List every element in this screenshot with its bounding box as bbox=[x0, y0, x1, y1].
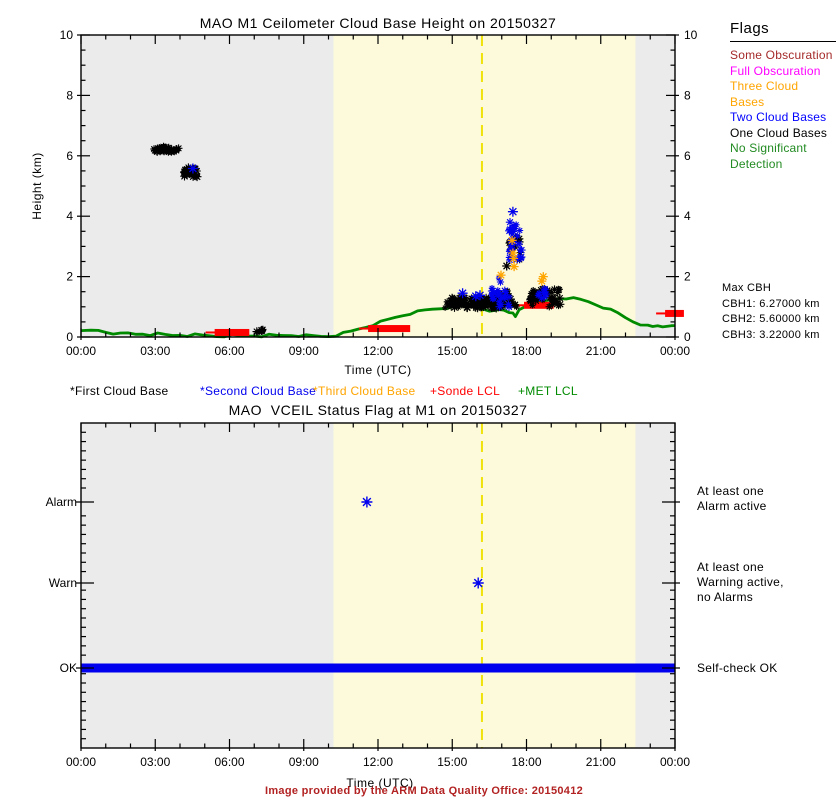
flag-legend-item: Some Obscuration bbox=[730, 48, 833, 62]
status-chart-x-axis-label: Time (UTC) bbox=[346, 776, 414, 790]
status-row-label-warn: Warn bbox=[48, 576, 77, 590]
svg-text:21:00: 21:00 bbox=[586, 344, 616, 358]
svg-text:18:00: 18:00 bbox=[511, 344, 541, 358]
top-chart-x-axis-label: Time (UTC) bbox=[344, 363, 412, 377]
svg-text:12:00: 12:00 bbox=[363, 344, 393, 358]
svg-text:6: 6 bbox=[66, 149, 73, 163]
legend-second-cloud-base: *Second Cloud Base bbox=[200, 384, 317, 398]
footer-credit: Image provided by the ARM Data Quality O… bbox=[264, 785, 584, 797]
svg-text:03:00: 03:00 bbox=[140, 755, 170, 769]
max-cbh-line-3: CBH3: 3.22000 km bbox=[722, 328, 820, 341]
flag-legend-item: One Cloud Bases bbox=[730, 125, 828, 140]
svg-text:06:00: 06:00 bbox=[214, 344, 244, 358]
svg-text:8: 8 bbox=[66, 88, 73, 102]
svg-text:0: 0 bbox=[684, 330, 691, 344]
cloud-base-legend: *First Cloud Base *Second Cloud Base *Th… bbox=[0, 384, 840, 400]
legend-first-cloud-base: *First Cloud Base bbox=[70, 384, 169, 398]
top-chart-y-axis-label: Height (km) bbox=[30, 152, 44, 220]
svg-text:10: 10 bbox=[684, 28, 698, 42]
status-y-ticks bbox=[76, 431, 680, 740]
annotation-alarm: At least one Alarm active bbox=[697, 484, 767, 513]
svg-text:00:00: 00:00 bbox=[660, 344, 690, 358]
legend-sonde-lcl: +Sonde LCL bbox=[430, 384, 501, 398]
x-tick-labels: 00:00 03:00 06:00 09:00 12:00 15:00 18:00 21:00… bbox=[66, 755, 690, 769]
svg-text:6: 6 bbox=[684, 149, 691, 163]
status-row-label-ok: OK bbox=[59, 661, 77, 675]
flag-legend-item: Two Cloud Bases bbox=[730, 110, 827, 124]
daylight-band bbox=[333, 35, 636, 337]
svg-text:09:00: 09:00 bbox=[289, 344, 319, 358]
vceil-status-chart: 00:00 03:00 06:00 09:00 12:00 15:00 18:00 21:00… bbox=[66, 422, 690, 769]
svg-text:10: 10 bbox=[60, 28, 74, 42]
x-tick-labels: 00:00 03:00 06:00 09:00 12:00 15:00 18:00 21:00… bbox=[66, 344, 690, 358]
svg-text:00:00: 00:00 bbox=[660, 755, 690, 769]
svg-text:15:00: 15:00 bbox=[437, 344, 467, 358]
met-lcl-line bbox=[80, 296, 676, 339]
ok-status-line bbox=[81, 663, 675, 673]
daylight-band bbox=[333, 423, 636, 748]
svg-text:00:00: 00:00 bbox=[66, 755, 96, 769]
single-cloud-base-points bbox=[187, 163, 548, 335]
flags-list: Some Obscuration Full Obscuration Three Cl… bbox=[730, 48, 836, 172]
status-row-label-alarm: Alarm bbox=[45, 495, 77, 509]
annotation-ok: Self-check OK bbox=[697, 661, 778, 675]
svg-text:2: 2 bbox=[66, 270, 73, 284]
svg-text:2: 2 bbox=[684, 270, 691, 284]
svg-text:18:00: 18:00 bbox=[511, 755, 541, 769]
max-cbh-line-1: CBH1: 6.27000 km bbox=[722, 297, 820, 310]
svg-text:21:00: 21:00 bbox=[586, 755, 616, 769]
max-cbh-block: Max CBH CBH1: 6.27000 km CBH2: 5.60000 k… bbox=[722, 281, 820, 343]
legend-met-lcl: +MET LCL bbox=[518, 384, 578, 398]
status-chart-title: MAO VCEIL Status Flag at M1 on 20150327 bbox=[228, 402, 528, 418]
y-tick-labels: 0 0 2 2 4 4 6 6 8 8 10 10 bbox=[60, 28, 698, 344]
second-cloud-base-scatter bbox=[487, 218, 550, 311]
flags-panel: Flags Some Obscuration Full Obscuration Th… bbox=[730, 20, 836, 172]
flags-title: Flags bbox=[730, 20, 836, 42]
svg-text:06:00: 06:00 bbox=[214, 755, 244, 769]
svg-text:12:00: 12:00 bbox=[363, 755, 393, 769]
svg-text:15:00: 15:00 bbox=[437, 755, 467, 769]
top-chart-title: MAO M1 Ceilometer Cloud Base Height on 2… bbox=[199, 15, 557, 31]
svg-text:0: 0 bbox=[66, 330, 73, 344]
status-flag-points bbox=[361, 496, 484, 589]
flag-legend-item: No Significant Detection bbox=[730, 141, 807, 171]
svg-text:09:00: 09:00 bbox=[289, 755, 319, 769]
annotation-warn: At least one Warning active, no Alarms bbox=[697, 560, 784, 604]
legend-third-cloud-base: *Third Cloud Base bbox=[313, 384, 416, 398]
max-cbh-line-2: CBH2: 5.60000 km bbox=[722, 313, 820, 325]
svg-text:4: 4 bbox=[684, 209, 691, 223]
x-ticks bbox=[80, 423, 676, 751]
svg-text:00:00: 00:00 bbox=[66, 344, 96, 358]
x-ticks bbox=[80, 35, 676, 340]
flag-legend-item: Three Cloud Bases bbox=[730, 79, 799, 109]
max-cbh-title: Max CBH bbox=[722, 282, 772, 294]
flag-legend-item: Full Obscuration bbox=[730, 63, 821, 78]
cloud-base-height-chart: 0 0 2 2 4 4 6 6 8 8 10 10 00:00 03:00 06:00 09:00 12:00 1… bbox=[60, 28, 698, 358]
y-ticks bbox=[77, 34, 679, 338]
svg-text:03:00: 03:00 bbox=[140, 344, 170, 358]
svg-text:8: 8 bbox=[684, 88, 691, 102]
svg-text:4: 4 bbox=[66, 209, 73, 223]
